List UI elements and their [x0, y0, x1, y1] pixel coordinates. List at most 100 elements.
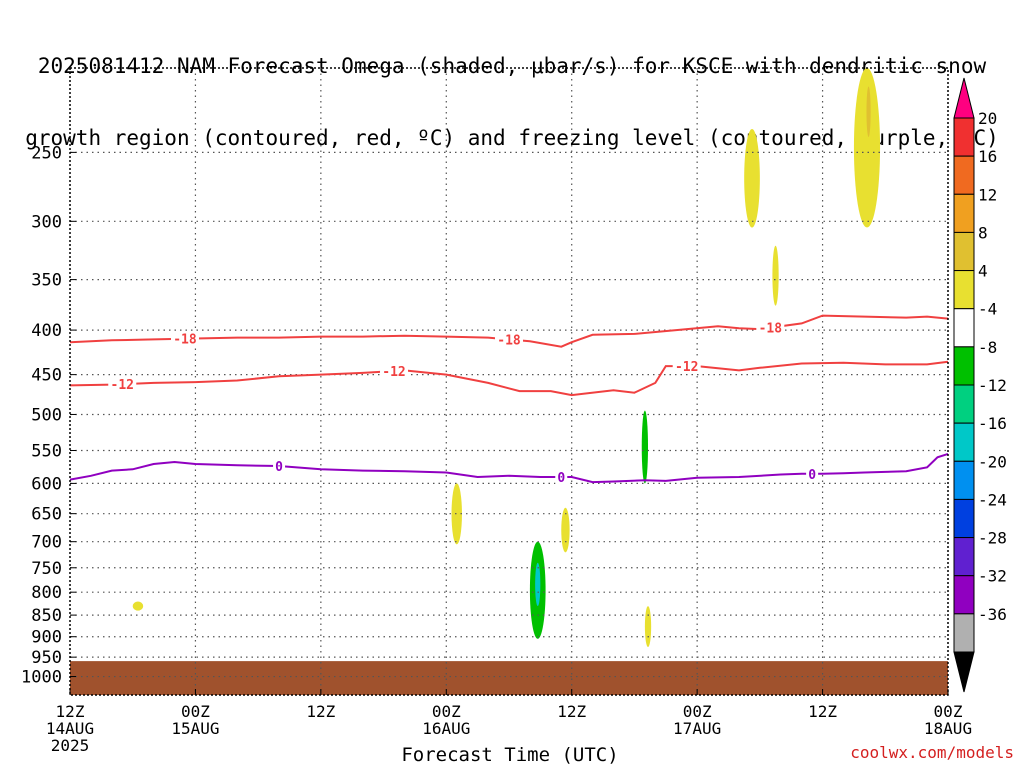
contour-label-1-0: -12 — [111, 378, 134, 393]
omega-region-2 — [132, 601, 144, 611]
colorbar-box-12 — [953, 575, 975, 615]
omega-region-9 — [574, 572, 580, 593]
contour-label-0-0: -18 — [173, 333, 197, 348]
colorbar-label-5: -4 — [978, 300, 997, 319]
y-tick-label-300: 300 — [31, 212, 62, 232]
omega-region-19 — [921, 366, 928, 407]
x-tick-label-7: 00Z 18AUG — [924, 702, 972, 738]
x-tick-label-3: 00Z 16AUG — [422, 702, 470, 738]
contour-line-2 — [69, 452, 949, 484]
y-tick-label-700: 700 — [31, 533, 62, 553]
omega-region-0 — [70, 513, 81, 618]
contour-label-bg-1-1 — [380, 364, 409, 379]
x-tick-label-1: 00Z 15AUG — [171, 702, 219, 738]
omega-region-8 — [561, 507, 570, 553]
omega-region-14 — [772, 245, 779, 306]
omega-shading-layer — [70, 68, 928, 656]
y-tick-label-750: 750 — [31, 559, 62, 579]
x-tick-label-1-line-0: 00Z — [181, 702, 210, 721]
colorbar-label-6: -8 — [978, 338, 997, 357]
plot-frame — [69, 67, 949, 696]
ground-surface-layer — [70, 661, 948, 695]
contour-label-bg-1-0 — [108, 377, 137, 392]
colorbar-label-2: 12 — [978, 185, 997, 204]
contour-label-1-1: -12 — [382, 365, 405, 380]
omega-region-18 — [906, 599, 913, 620]
y-tick-label-800: 800 — [31, 583, 62, 603]
colorbar-box-13 — [953, 613, 975, 653]
omega-region-17 — [866, 86, 871, 137]
x-tick-label-2-line-0: 12Z — [306, 702, 335, 721]
colorbar: 20 16 12 8 4 -4 -8 -12 -16 -20 -24 -28 -32 -36 — [953, 77, 1007, 693]
contour-label-bg-0-0 — [170, 331, 199, 346]
y-tick-label-950: 950 — [31, 648, 62, 668]
colorbar-label-3: 8 — [978, 223, 988, 242]
y-tick-label-650: 650 — [31, 505, 62, 525]
omega-region-15 — [824, 585, 834, 590]
y-tick-label-850: 850 — [31, 606, 62, 626]
contour-label-bg-2-1 — [555, 470, 568, 485]
colorbar-label-9: -20 — [978, 452, 1007, 471]
contour-label-0-2: -18 — [759, 322, 783, 337]
colorbar-box-2 — [953, 193, 975, 233]
y-tick-label-250: 250 — [31, 143, 62, 163]
omega-region-13 — [744, 128, 760, 228]
x-tick-label-0-line-0: 12Z — [56, 702, 85, 721]
x-tick-label-1-line-1: 15AUG — [171, 719, 219, 738]
omega-region-7 — [535, 562, 541, 607]
x-tick-label-4: 12Z — [557, 702, 586, 721]
x-tick-label-5: 00Z 17AUG — [673, 702, 721, 738]
x-tick-label-6: 12Z — [808, 702, 837, 721]
contour-label-2-1: 0 — [557, 471, 565, 486]
x-tick-label-2: 12Z — [306, 702, 335, 721]
credit-link[interactable]: coolwx.com/models — [850, 743, 1014, 762]
contour-label-bg-2-2 — [806, 466, 819, 481]
x-tick-label-0-line-1: 14AUG — [46, 719, 94, 738]
colorbar-box-1 — [953, 155, 975, 195]
colorbar-box-0 — [953, 117, 975, 157]
x-tick-label-7-line-1: 18AUG — [924, 719, 972, 738]
colorbar-box-4 — [953, 270, 975, 310]
contour-label-0-1: -18 — [497, 333, 521, 348]
colorbar-box-7 — [953, 384, 975, 424]
x-axis-label: Forecast Time (UTC) — [401, 744, 619, 766]
pressure-axis: 250 300 350 400 450 500 550 600 650 700 750 800 850 9… — [21, 143, 76, 688]
colorbar-label-12: -32 — [978, 567, 1007, 586]
grid-layer — [70, 68, 948, 695]
y-tick-label-350: 350 — [31, 271, 62, 291]
contour-label-2-0: 0 — [275, 460, 283, 475]
y-tick-label-450: 450 — [31, 366, 62, 386]
colorbar-box-9 — [953, 460, 975, 500]
colorbar-box-5 — [953, 308, 975, 348]
colorbar-box-10 — [953, 498, 975, 539]
colorbar-label-7: -12 — [978, 376, 1007, 395]
plot-border — [69, 67, 949, 696]
x-tick-label-5-line-0: 00Z — [683, 702, 712, 721]
x-tick-label-5-line-1: 17AUG — [673, 719, 721, 738]
contour-label-2-2: 0 — [808, 468, 816, 483]
y-tick-label-500: 500 — [31, 405, 62, 425]
colorbar-label-0: 20 — [978, 109, 997, 128]
omega-region-11 — [641, 410, 649, 484]
colorbar-label-1: 16 — [978, 147, 997, 166]
y-tick-label-600: 600 — [31, 474, 62, 494]
y-tick-label-550: 550 — [31, 442, 62, 462]
colorbar-box-6 — [953, 346, 975, 386]
contour-label-1-2: -12 — [675, 360, 698, 375]
colorbar-label-11: -28 — [978, 529, 1007, 548]
colorbar-box-8 — [953, 422, 975, 462]
contour-label-bg-1-2 — [672, 359, 701, 374]
contour-label-bg-0-2 — [756, 320, 785, 335]
x-tick-label-3-line-1: 16AUG — [422, 719, 470, 738]
contour-label-bg-0-1 — [495, 332, 523, 347]
y-tick-label-400: 400 — [31, 321, 62, 341]
colorbar-label-10: -24 — [978, 490, 1007, 509]
contour-layer: -18 -18 -18 -12 -12 -12 0 0 0 — [69, 314, 949, 486]
contour-line-1 — [69, 360, 949, 397]
x-tick-label-4-line-0: 12Z — [557, 702, 586, 721]
omega-region-3 — [451, 483, 462, 545]
x-tick-label-3-line-0: 00Z — [432, 702, 461, 721]
x-tick-label-0: 12Z 14AUG 2025 — [46, 702, 94, 755]
